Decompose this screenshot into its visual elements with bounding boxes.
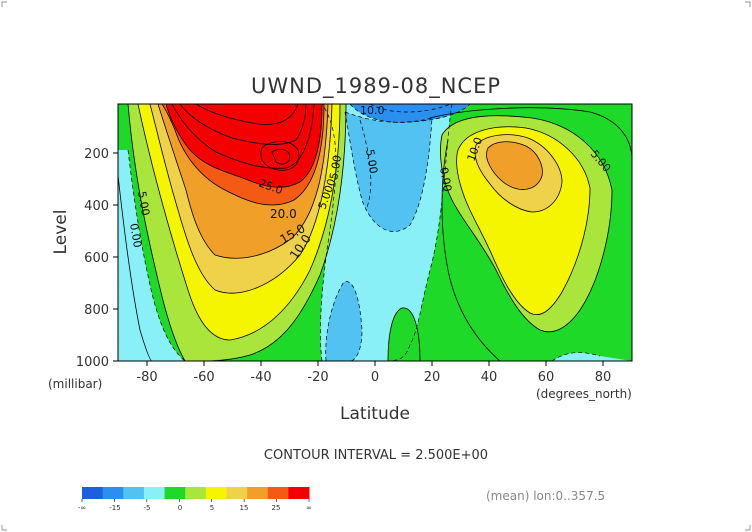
contour-label: 5.00	[363, 148, 380, 174]
contour-label: 0.00	[437, 166, 454, 192]
field-green-tongue	[388, 307, 420, 361]
colorbar-tick-label: 5	[210, 504, 214, 512]
colorbar	[81, 487, 310, 502]
field-nh-20	[486, 141, 543, 190]
colorbar-swatch	[205, 487, 227, 499]
field-easterlies-low	[325, 281, 362, 361]
colorbar-swatch	[102, 487, 124, 499]
y-tick-label: 1000	[76, 355, 109, 370]
field-easterlies-north	[552, 352, 632, 361]
colorbar-swatch	[267, 487, 289, 499]
colorbar-swatch	[123, 487, 145, 499]
x-tick-label: -60	[193, 370, 214, 385]
y-axis-label: Level	[51, 210, 71, 255]
plot-area	[118, 104, 632, 361]
x-tick-label: 60	[538, 370, 555, 385]
contour-label: 10.0	[360, 104, 385, 117]
contour-label: 20.0	[270, 207, 297, 221]
x-tick-label: -80	[136, 370, 157, 385]
x-tick-label: 80	[595, 370, 612, 385]
colorbar-swatch	[164, 487, 186, 499]
y-tick-label: 400	[84, 199, 109, 214]
colorbar-tick-label: 25	[272, 504, 281, 512]
colorbar-swatch	[143, 487, 166, 499]
chart-title: UWND_1989-08_NCEP	[251, 74, 501, 99]
x-tick-label: 20	[424, 370, 441, 385]
colorbar-swatch	[288, 487, 310, 499]
y-axis-unit: (millibar)	[48, 377, 102, 391]
colorbar-swatch	[247, 487, 269, 499]
x-axis-unit: (degrees_north)	[536, 387, 632, 401]
x-tick-label: 0	[371, 370, 379, 385]
contour-lines-positive	[118, 104, 632, 361]
colorbar-swatch	[82, 487, 104, 499]
colorbar-swatch	[185, 487, 207, 499]
field-sh-core	[166, 104, 322, 188]
colorbar-tick-labels: -∞ -15 -5 0 5 15 25 ∞	[78, 504, 312, 512]
y-tick-label: 600	[84, 251, 109, 266]
contour-label: 0.00	[127, 222, 144, 248]
axis-ticks	[113, 152, 604, 366]
y-tick-label: 800	[84, 303, 109, 318]
colorbar-tick-label: -5	[144, 504, 151, 512]
colorbar-tick-label: -∞	[78, 504, 86, 512]
x-axis-label: Latitude	[340, 404, 410, 424]
colorbar-tick-label: ∞	[306, 504, 312, 512]
footnote: (mean) lon:0..357.5	[486, 489, 605, 503]
x-tick-label: -40	[250, 370, 271, 385]
contour-lines-negative	[127, 104, 601, 361]
colorbar-tick-label: -15	[109, 504, 120, 512]
field-easterlies-top	[350, 104, 470, 123]
y-tick-label: 200	[84, 147, 109, 162]
x-tick-labels: -80 -60 -40 -20 0 20 40 60 80	[136, 370, 611, 385]
y-tick-labels: 200 400 600 800 1000	[76, 147, 109, 370]
contour-label: 5.00	[135, 190, 152, 216]
field-easterlies-mid	[345, 112, 432, 232]
contour-interval: CONTOUR INTERVAL = 2.500E+00	[264, 448, 488, 463]
x-tick-label: 40	[481, 370, 498, 385]
contour-label: 5.00	[327, 154, 344, 180]
colorbar-tick-label: 0	[178, 504, 182, 512]
colorbar-tick-label: 15	[240, 504, 249, 512]
colorbar-swatch	[226, 487, 248, 499]
x-tick-label: -20	[307, 370, 328, 385]
